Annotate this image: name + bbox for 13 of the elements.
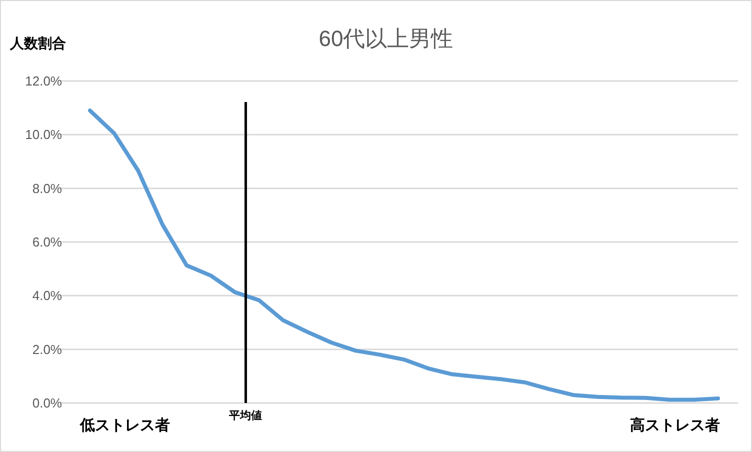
y-tick-label: 10.0% (25, 127, 62, 142)
y-tick-label: 0.0% (32, 396, 62, 411)
y-tick-label: 8.0% (32, 180, 62, 196)
text: 平均値 (228, 409, 262, 422)
y-tick-label: 4.0% (32, 288, 62, 304)
y-axis-title: 人数割合 (9, 35, 66, 51)
y-tick-label: 2.0% (32, 342, 62, 357)
y-tick-label: 6.0% (32, 234, 62, 250)
text: 低ストレス者 (79, 417, 170, 434)
line-series (88, 108, 720, 402)
y-tick-label: 12.0% (25, 74, 62, 89)
chart-title: 60代以上男性 (318, 26, 454, 51)
text: 高ストレス者 (630, 416, 720, 434)
